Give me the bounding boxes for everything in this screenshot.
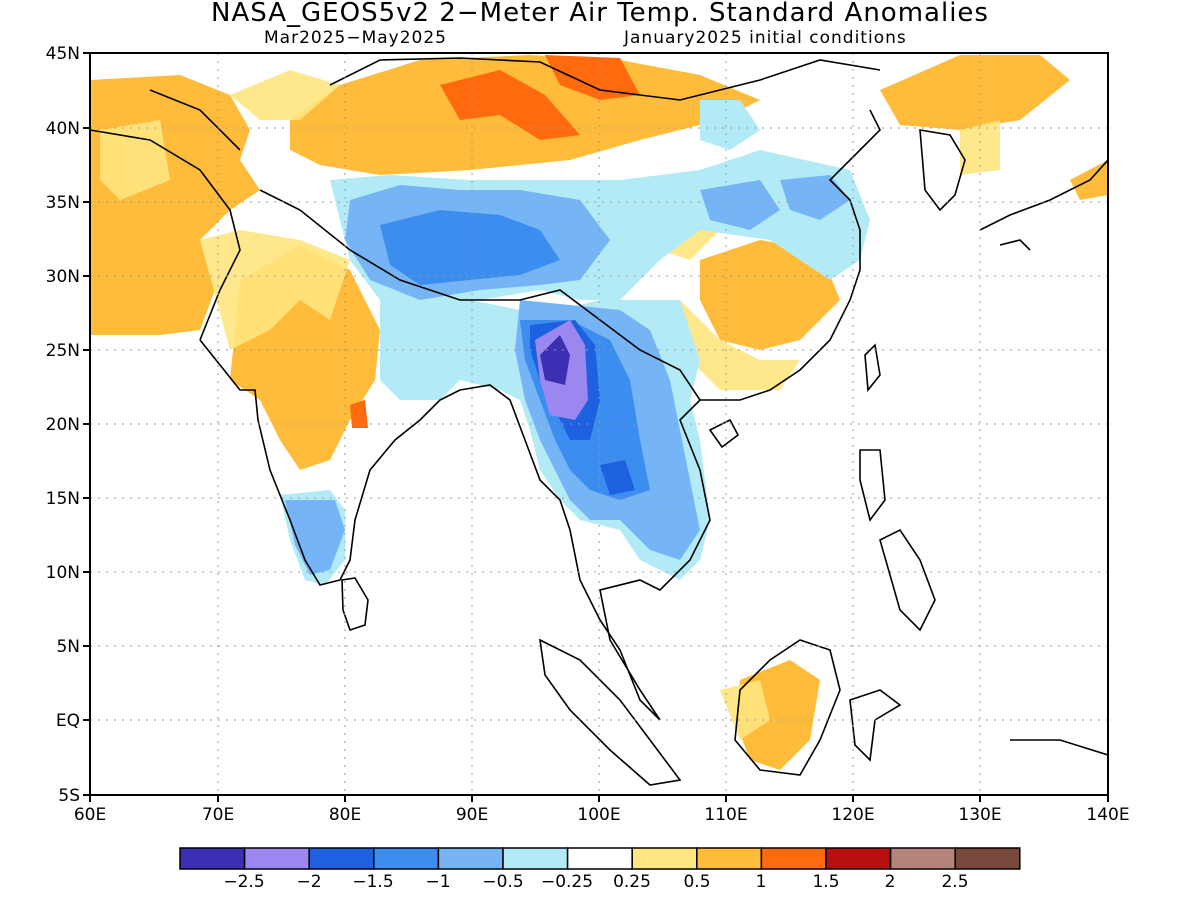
lon-label: 110E	[704, 805, 747, 825]
indochina-coast	[599, 109, 881, 721]
china-border	[259, 189, 701, 401]
lat-label: 5N	[56, 637, 80, 657]
lon-label: 140E	[1086, 805, 1129, 825]
colorbar-swatch	[889, 847, 956, 870]
colorbar-label: −2	[296, 872, 322, 892]
india-coast	[199, 339, 461, 586]
colorbar-label: 2.5	[941, 872, 969, 892]
central-asia-borders	[90, 89, 241, 341]
new-guinea	[1010, 739, 1108, 756]
lon-labels: 60E 70E 80E 90E 100E 110E 120E 130E 140E	[74, 805, 1130, 825]
borneo	[734, 639, 841, 776]
colorbar-label: 0.25	[613, 872, 651, 892]
lat-label: 20N	[46, 415, 80, 435]
lon-label: 120E	[831, 805, 874, 825]
taiwan	[864, 343, 881, 393]
anomaly-region-south-china	[700, 240, 840, 350]
colorbar-swatch	[179, 847, 246, 870]
forecast-period: Mar2025−May2025	[264, 28, 447, 48]
colorbar-swatch	[437, 847, 504, 870]
lon-label: 130E	[958, 805, 1001, 825]
colorbar-label: −0.5	[482, 872, 524, 892]
colorbar-label: −1	[425, 872, 451, 892]
colorbar	[179, 847, 1021, 870]
anomaly-field	[90, 55, 1108, 770]
sri-lanka	[341, 577, 369, 632]
colorbar-label: 1	[755, 872, 767, 892]
lat-label: 5S	[58, 786, 80, 806]
colorbar-swatch	[760, 847, 827, 870]
hainan	[708, 418, 740, 449]
lat-label: 25N	[46, 341, 80, 361]
mongolia-border	[329, 57, 881, 101]
chart-title: NASA_GEOS5v2 2−Meter Air Temp. Standard …	[211, 0, 989, 28]
colorbar-swatch	[373, 847, 440, 870]
lon-label: 60E	[74, 805, 106, 825]
colorbar-label: 2	[884, 872, 896, 892]
japan	[979, 159, 1108, 251]
lat-label: 30N	[46, 267, 80, 287]
anomaly-region-india-hot	[350, 400, 368, 428]
gridlines	[90, 53, 1108, 795]
colorbar-swatch	[825, 847, 892, 870]
colorbar-swatch	[502, 847, 569, 870]
anomaly-region-mongolia-east	[880, 55, 1070, 130]
sulawesi	[849, 689, 902, 762]
bay-bengal-east	[459, 384, 661, 721]
colorbar-swatch	[954, 847, 1021, 870]
lon-label: 90E	[456, 805, 488, 825]
anomaly-region-south-india-cool	[285, 500, 345, 575]
lon-label: 70E	[202, 805, 234, 825]
colorbar-swatch	[308, 847, 375, 870]
anomaly-region-mongolia-hot	[440, 70, 580, 140]
colorbar-swatch	[696, 847, 763, 870]
colorbar-swatch	[566, 847, 633, 870]
lat-labels: 45N 40N 35N 30N 25N 20N 15N 10N 5N EQ 5S	[46, 44, 80, 806]
lat-label: 10N	[46, 563, 80, 583]
colorbar-label: −2.5	[223, 872, 265, 892]
lat-label: EQ	[56, 711, 80, 731]
colorbar-label: 1.5	[812, 872, 840, 892]
lat-label: 35N	[46, 193, 80, 213]
colorbar-swatch	[243, 847, 310, 870]
coastlines	[90, 57, 1108, 786]
colorbar-label: −1.5	[352, 872, 394, 892]
sumatra	[538, 638, 682, 786]
lon-label: 100E	[577, 805, 620, 825]
colorbar-label: 0.5	[683, 872, 711, 892]
philippines	[859, 449, 936, 632]
colorbar-swatch	[631, 847, 698, 870]
lon-label: 80E	[329, 805, 361, 825]
initial-conditions: January2025 initial conditions	[624, 28, 907, 48]
tick-marks	[83, 52, 1109, 802]
lat-label: 40N	[46, 119, 80, 139]
anomaly-region-mongolia-hot-2	[545, 55, 640, 100]
lat-label: 45N	[46, 44, 80, 64]
korea	[919, 129, 966, 212]
lat-label: 15N	[46, 489, 80, 509]
colorbar-label: −0.25	[540, 872, 594, 892]
